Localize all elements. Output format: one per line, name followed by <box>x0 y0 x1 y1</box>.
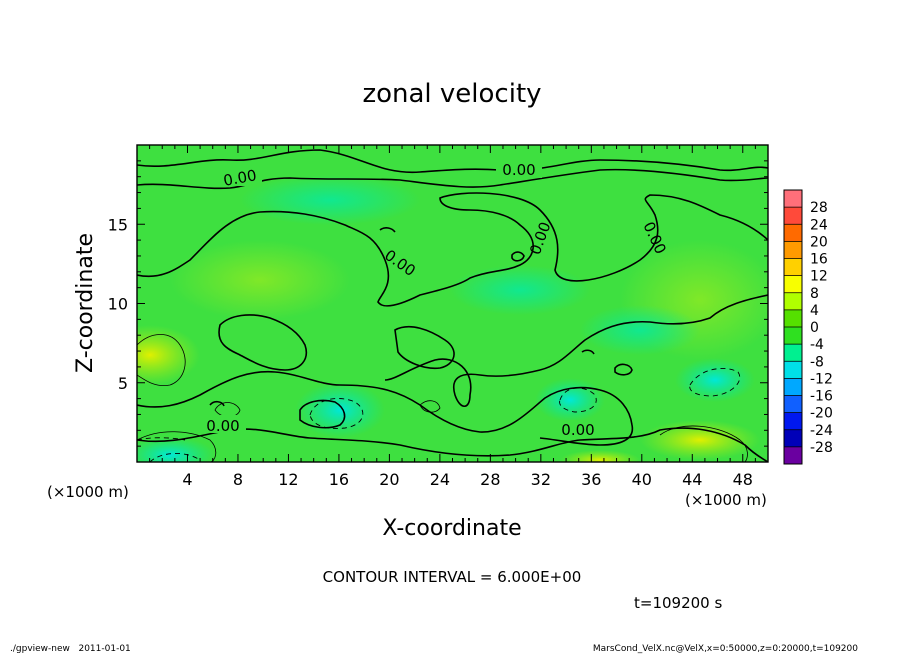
colorbar-label: 8 <box>810 286 819 302</box>
y-tick-label: 10 <box>108 295 128 314</box>
x-tick-label: 12 <box>278 470 298 489</box>
x-unit-label-right: (×1000 m) <box>685 491 767 509</box>
contour-lines-thin <box>137 334 748 462</box>
colorbar-swatch <box>784 395 802 414</box>
x-tick-label: 28 <box>480 470 500 489</box>
contour-label: 0.00 <box>222 166 258 190</box>
colorbar-label: 28 <box>810 200 828 216</box>
colorbar-swatch <box>784 344 802 362</box>
x-unit-label-left: (×1000 m) <box>47 483 129 501</box>
x-tick-label: 44 <box>682 470 702 489</box>
x-tick-label: 40 <box>632 470 652 489</box>
contour-label: 0.00 <box>502 161 535 179</box>
colorbar-swatch <box>784 429 802 448</box>
colorbar-swatch <box>784 241 802 259</box>
colorbar-swatch <box>784 361 802 379</box>
footer-left: ./gpview-new 2011-01-01 <box>10 644 131 654</box>
colorbar-swatch <box>784 224 802 242</box>
colorbar-label: 0 <box>810 320 819 336</box>
colorbar-label: -28 <box>810 440 833 456</box>
colorbar-swatch <box>784 258 802 277</box>
colorbar-swatch <box>784 207 802 225</box>
colorbar-label: 4 <box>810 303 819 319</box>
colorbar-swatch <box>784 446 802 465</box>
contour-label: 0.00 <box>206 417 239 435</box>
colorbar-swatch <box>784 327 802 345</box>
y-axis: 5 10 15 <box>108 160 768 447</box>
x-tick-label: 36 <box>581 470 601 489</box>
colorbar-label: -20 <box>810 406 833 422</box>
colorbar-swatch <box>784 190 802 208</box>
colorbar-label: 24 <box>810 217 828 233</box>
colorbar-swatch <box>784 412 802 431</box>
colorbar-label: -8 <box>810 354 824 370</box>
y-tick-label: 5 <box>118 374 128 393</box>
x-tick-label: 20 <box>379 470 399 489</box>
time-text: t=109200 s <box>634 594 722 612</box>
x-tick-label: 48 <box>733 470 753 489</box>
x-tick-label: 24 <box>430 470 450 489</box>
colorbar-label: 12 <box>810 269 828 285</box>
colorbar-swatch <box>784 275 802 294</box>
y-tick-label: 15 <box>108 215 128 234</box>
contour-interval-text: CONTOUR INTERVAL = 6.000E+00 <box>323 568 582 586</box>
x-tick-label: 4 <box>182 470 192 489</box>
x-axis: 4 8 12 16 20 24 28 32 36 40 44 48 <box>149 145 756 489</box>
x-tick-label: 16 <box>329 470 349 489</box>
colorbar-swatch <box>784 309 802 328</box>
contour-label: 0.00 <box>561 421 594 439</box>
colorbar-label: 16 <box>810 252 828 268</box>
colorbar-label: -24 <box>810 423 833 439</box>
x-tick-label: 32 <box>531 470 551 489</box>
colorbar-label: -12 <box>810 371 833 387</box>
colorbar-label: 20 <box>810 234 828 250</box>
x-tick-label: 8 <box>233 470 243 489</box>
contour-lines <box>137 149 768 462</box>
contour-lines-dashed <box>137 368 741 462</box>
colorbar-swatch <box>784 292 802 311</box>
colorbar-label: -4 <box>810 337 824 353</box>
y-axis-label: Z-coordinate <box>73 233 98 373</box>
x-axis-label: X-coordinate <box>382 516 521 541</box>
footer-right: MarsCond_VelX.nc@VelX,x=0:50000,z=0:2000… <box>593 644 858 654</box>
colorbar-swatch <box>784 378 802 396</box>
colorbar-label: -16 <box>810 389 833 405</box>
chart-title: zonal velocity <box>362 79 541 109</box>
